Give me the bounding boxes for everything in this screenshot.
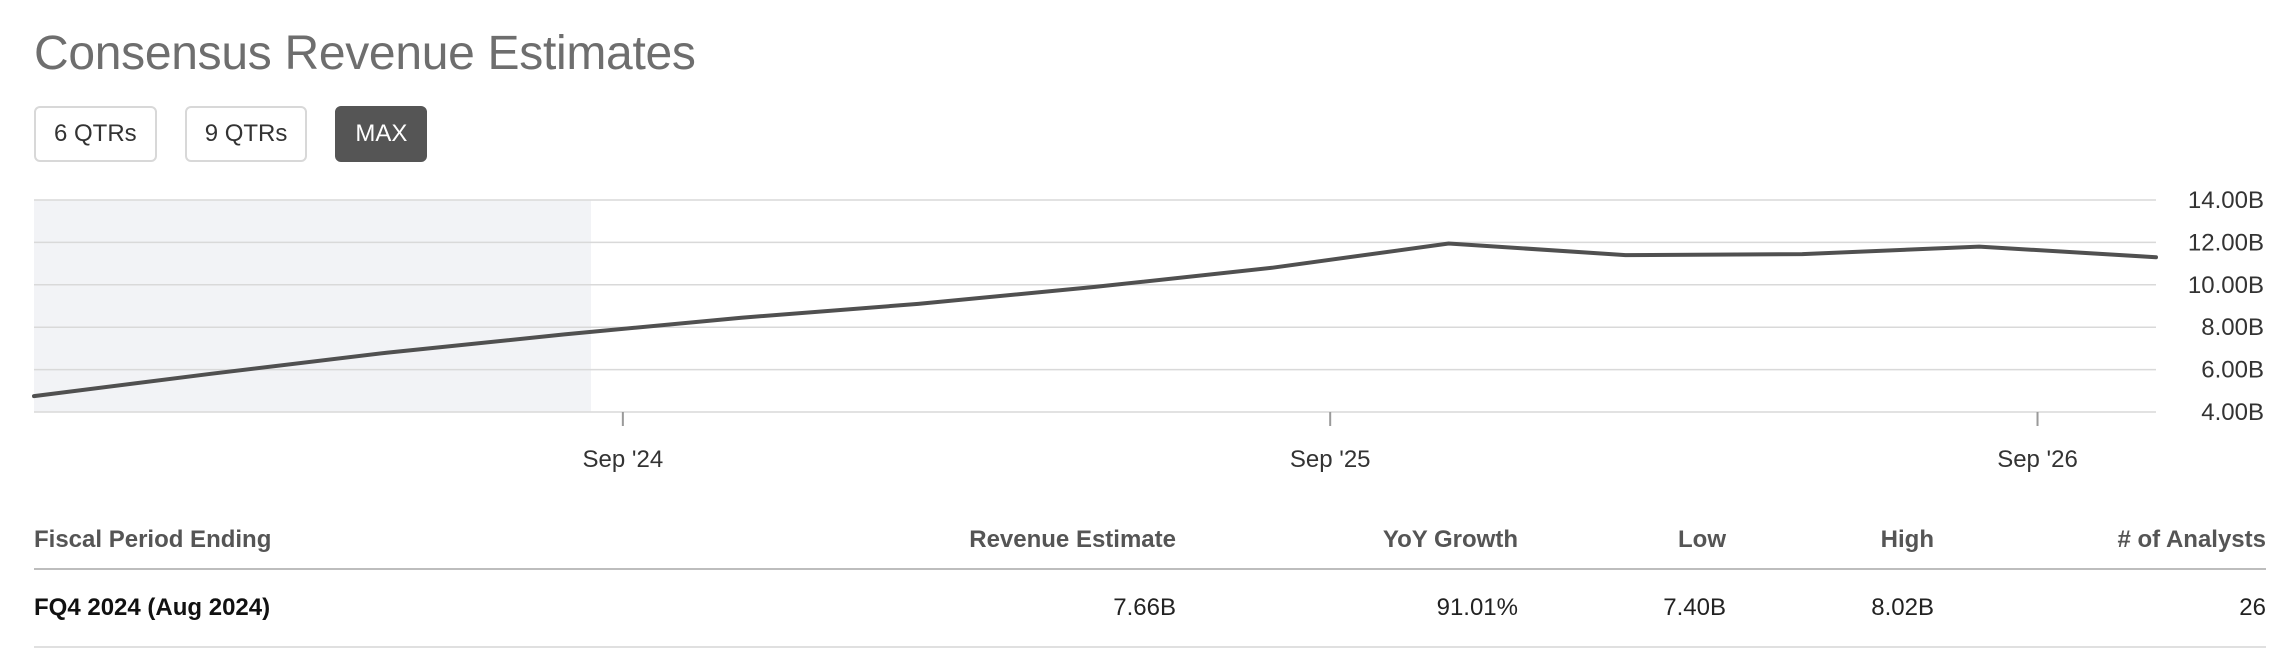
y-tick-label: 12.00B	[2188, 229, 2264, 256]
x-tick-label: Sep '24	[583, 446, 664, 473]
header-revenue-estimate: Revenue Estimate	[969, 526, 1176, 553]
cell-yoy-growth: 91.01%	[1436, 594, 1518, 621]
header-yoy-growth: YoY Growth	[1382, 526, 1518, 553]
page-title: Consensus Revenue Estimates	[34, 27, 696, 80]
x-tick-label: Sep '25	[1290, 446, 1371, 473]
y-tick-label: 10.00B	[2188, 272, 2264, 299]
cell-revenue-estimate: 7.66B	[1113, 594, 1176, 621]
revenue-series-line	[32, 241, 2158, 399]
y-tick-label: 8.00B	[2201, 314, 2264, 341]
range-max-button[interactable]: MAX	[335, 106, 428, 162]
cell-fiscal-period: FQ4 2024 (Aug 2024)	[34, 594, 271, 621]
range-6-qtrs-button[interactable]: 6 QTRs	[34, 106, 157, 162]
cell-high: 8.02B	[1871, 594, 1934, 621]
header-analysts: # of Analysts	[2117, 526, 2267, 553]
header-high: High	[1880, 526, 1934, 553]
header-fiscal-period: Fiscal Period Ending	[34, 526, 272, 553]
table-row: FQ4 2024 (Aug 2024) 7.66B 91.01% 7.40B 8…	[34, 570, 2266, 648]
historical-region-shade	[34, 200, 592, 412]
y-tick-label: 14.00B	[2188, 187, 2264, 214]
y-tick-label: 4.00B	[2201, 399, 2264, 426]
cell-low: 7.40B	[1663, 594, 1726, 621]
cell-analysts: 26	[2239, 594, 2266, 621]
x-tick-label: Sep '26	[1997, 446, 2078, 473]
y-tick-label: 6.00B	[2201, 357, 2264, 384]
revenue-line-chart: 14.00B 12.00B 10.00B 8.00B 6.00B 4.00B Sep '24…	[32, 187, 2264, 473]
range-9-qtrs-button[interactable]: 9 QTRs	[184, 106, 308, 162]
range-selector: 6 QTRs 9 QTRs MAX	[34, 106, 428, 162]
header-low: Low	[1678, 526, 1726, 553]
table-header: Fiscal Period Ending Revenue Estimate Yo…	[34, 518, 2266, 570]
estimates-table: Fiscal Period Ending Revenue Estimate Yo…	[34, 518, 2266, 648]
